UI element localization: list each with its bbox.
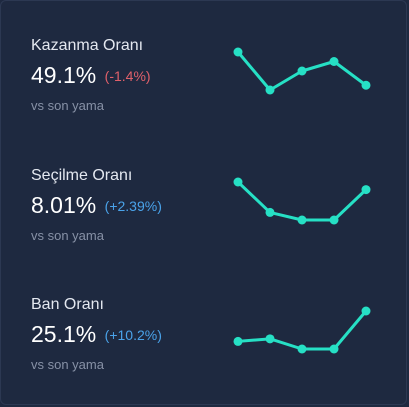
sparkline-point [297, 215, 307, 225]
win-rate-value-row: 49.1% (-1.4%) [31, 62, 151, 92]
sparkline-line [236, 180, 368, 222]
sparkline-point [297, 344, 307, 354]
sparkline-point [233, 47, 243, 57]
ban-rate-label: Ban Oranı [31, 296, 104, 313]
sparkline-point [265, 207, 275, 217]
win-rate-stat: Kazanma Oranı 49.1% (-1.4%) vs son yama [31, 36, 151, 114]
pick-rate-value: 8.01% [31, 192, 97, 218]
pick-rate-caption: vs son yama [31, 228, 104, 243]
sparkline-point [265, 85, 275, 95]
win-rate-value: 49.1% [31, 62, 97, 88]
pick-rate-value-row: 8.01% (+2.39%) [31, 192, 162, 222]
sparkline-point [361, 80, 371, 90]
sparkline-point [329, 57, 339, 66]
win-rate-delta: (-1.4%) [104, 68, 151, 84]
ban-rate-value: 25.1% [31, 321, 97, 347]
win-rate-label: Kazanma Oranı [31, 37, 144, 54]
win-rate-caption: vs son yama [31, 98, 104, 113]
pick-rate-delta: (+2.39%) [104, 198, 162, 214]
sparkline-point [233, 177, 243, 187]
ban-rate-stat: Ban Oranı 25.1% (+10.2%) vs son yama [31, 295, 162, 373]
sparkline-point [329, 215, 339, 225]
sparkline-point [297, 66, 307, 76]
pick-rate-sparkline [233, 177, 371, 225]
ban-rate-sparkline [233, 306, 371, 354]
sparkline-point [265, 334, 275, 344]
sparkline-line [237, 310, 368, 351]
ban-rate-delta: (+10.2%) [104, 327, 162, 343]
pick-rate-stat: Seçilme Oranı 8.01% (+2.39%) vs son yama [31, 166, 162, 244]
sparkline-point [361, 306, 371, 316]
ban-rate-caption: vs son yama [31, 357, 104, 372]
sparkline-point [233, 336, 243, 346]
sparkline-point [361, 185, 371, 195]
win-rate-sparkline [233, 47, 371, 95]
sparkline-point [329, 344, 339, 354]
ban-rate-value-row: 25.1% (+10.2%) [31, 321, 162, 351]
pick-rate-label: Seçilme Oranı [31, 167, 133, 184]
